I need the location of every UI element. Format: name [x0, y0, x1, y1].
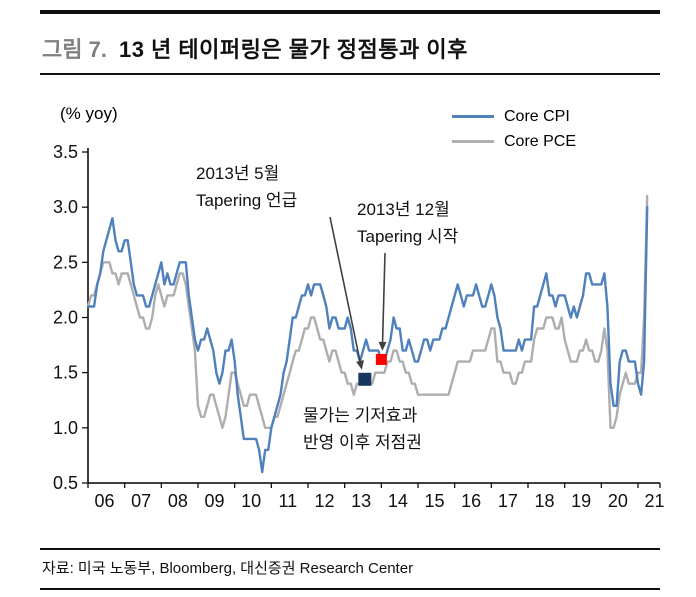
core-cpi-line-swatch	[452, 115, 494, 118]
y-tick-label: 2.5	[53, 252, 78, 272]
legend-item-core-cpi: Core CPI	[452, 104, 576, 129]
source-rule-top	[40, 548, 660, 550]
tapering-start-marker	[375, 353, 387, 365]
legend-item-core-pce: Core PCE	[452, 129, 576, 154]
x-tick-label: 08	[168, 491, 188, 511]
source-rule-bottom	[40, 588, 660, 590]
x-tick-label: 14	[388, 491, 408, 511]
y-tick-label: 3.0	[53, 197, 78, 217]
line-chart-canvas: 3.5 3.0 2.5 2.0 1.5 1.0 0.5 06 07 08 09 10 11 12 13 14 1…	[53, 142, 665, 511]
legend-label-core-cpi: Core CPI	[504, 107, 570, 125]
figure-title-text: 13 년 테이퍼링은 물가 정점통과 이후	[118, 37, 468, 62]
x-tick-label: 17	[498, 491, 518, 511]
legend: Core CPI Core PCE	[452, 104, 576, 154]
top-rule	[40, 10, 660, 14]
y-tick-label: 1.5	[53, 363, 78, 383]
y-tick-label: 3.5	[53, 142, 78, 162]
tapering-start-arrow	[381, 252, 386, 342]
x-tick-label: 21	[644, 491, 664, 511]
annotation-line: Tapering 시작	[357, 227, 459, 246]
x-tick-label: 16	[461, 491, 481, 511]
annotation-line: 반영 이후 저점권	[303, 433, 422, 452]
figure-title: 그림 7. 13 년 테이퍼링은 물가 정점통과 이후	[42, 32, 468, 64]
x-tick-label: 07	[131, 491, 151, 511]
y-tick-label: 0.5	[53, 473, 78, 493]
x-tick-label: 10	[241, 491, 261, 511]
source-text: 자료: 미국 노동부, Bloomberg, 대신증권 Research Cen…	[42, 560, 414, 577]
x-tick-label: 06	[94, 491, 114, 511]
annotation-line: 물가는 기저효과	[303, 406, 418, 425]
x-tick-label: 20	[608, 491, 628, 511]
x-tick-label: 19	[571, 491, 591, 511]
x-tick-label: 09	[204, 491, 224, 511]
y-axis-unit-label: (% yoy)	[60, 104, 118, 123]
core-pce-line-swatch	[452, 140, 494, 143]
annotation-tapering-start: 2013년 12월 Tapering 시작	[357, 196, 458, 250]
figure-number: 그림 7.	[42, 37, 107, 62]
tapering-mention-arrow	[329, 216, 361, 362]
annotation-low-note: 물가는 기저효과 반영 이후 저점권	[303, 402, 422, 456]
annotation-line: 2013년 5월	[196, 164, 280, 183]
annotation-tapering-mention: 2013년 5월 Tapering 언급	[196, 160, 297, 214]
y-tick-label: 2.0	[53, 308, 78, 328]
y-tick-label: 1.0	[53, 418, 78, 438]
core-cpi-line	[86, 205, 649, 474]
annotation-line: 2013년 12월	[357, 200, 450, 219]
tapering-start-arrow-head	[378, 341, 387, 351]
title-rule	[40, 73, 660, 75]
x-tick-label: 12	[314, 491, 334, 511]
tapering-mention-arrow-head	[356, 360, 364, 370]
annotation-line: Tapering 언급	[196, 191, 298, 210]
x-tick-label: 11	[278, 491, 297, 511]
tapering-mention-marker	[358, 372, 372, 386]
x-tick-label: 18	[534, 491, 554, 511]
x-tick-label: 15	[424, 491, 444, 511]
x-tick-label: 13	[351, 491, 371, 511]
legend-label-core-pce: Core PCE	[504, 132, 577, 150]
